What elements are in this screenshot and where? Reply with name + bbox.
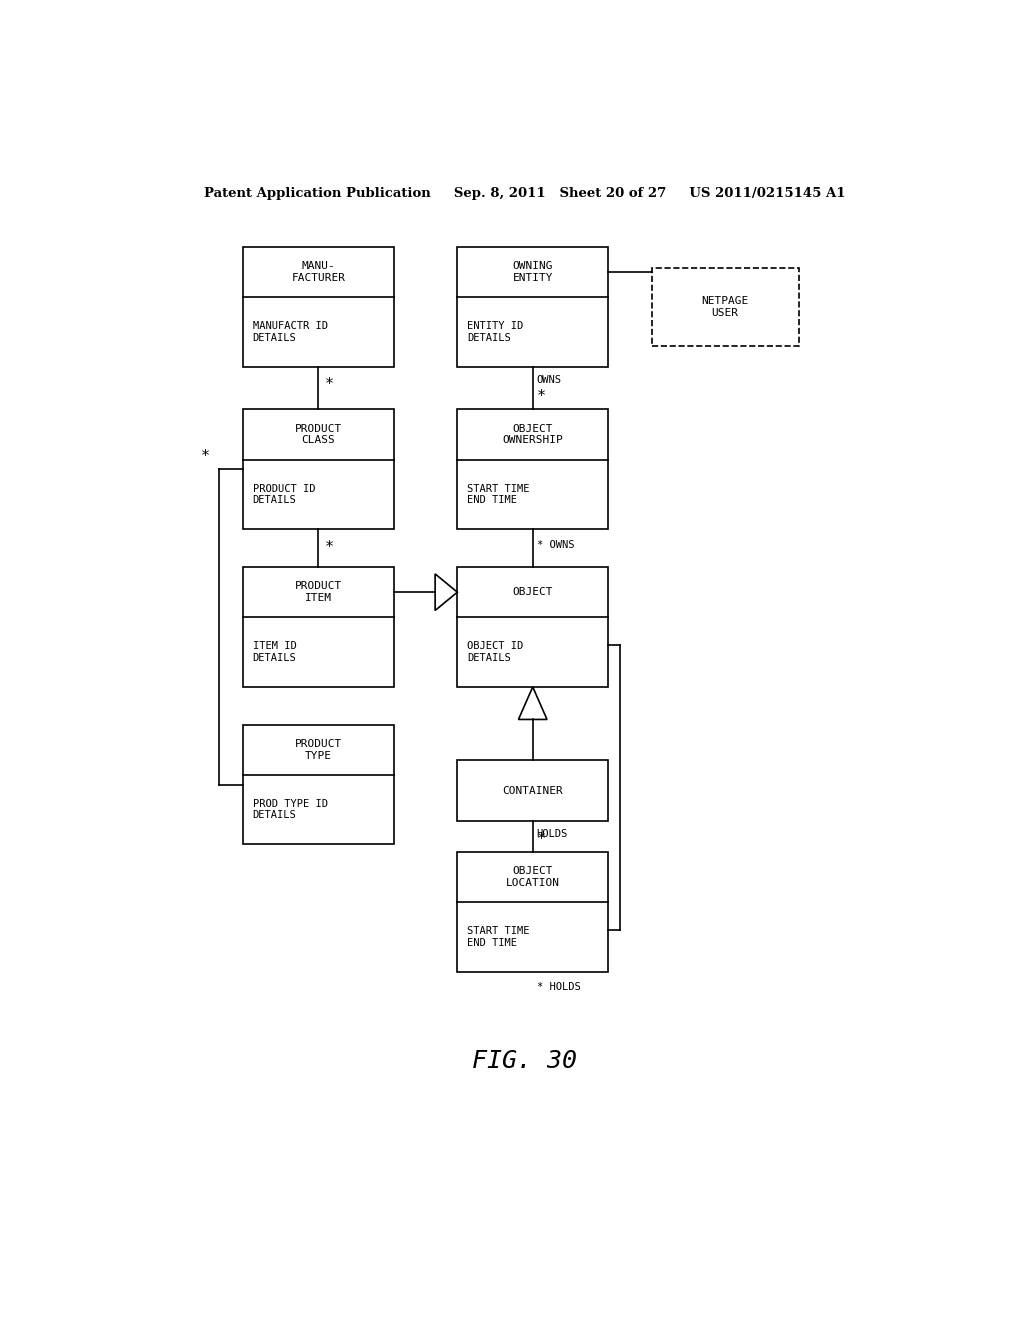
Text: * HOLDS: * HOLDS xyxy=(537,982,581,991)
Text: CONTAINER: CONTAINER xyxy=(503,785,563,796)
Text: OBJECT ID
DETAILS: OBJECT ID DETAILS xyxy=(467,642,523,663)
Text: NETPAGE
USER: NETPAGE USER xyxy=(701,296,749,318)
Text: OBJECT
OWNERSHIP: OBJECT OWNERSHIP xyxy=(503,424,563,445)
Text: *: * xyxy=(325,378,334,392)
Text: MANUFACTR ID
DETAILS: MANUFACTR ID DETAILS xyxy=(253,321,328,343)
Text: HOLDS: HOLDS xyxy=(537,829,568,840)
Text: PRODUCT
CLASS: PRODUCT CLASS xyxy=(295,424,342,445)
Text: *: * xyxy=(201,449,210,465)
Text: * OWNS: * OWNS xyxy=(537,540,574,549)
Text: START TIME
END TIME: START TIME END TIME xyxy=(467,484,529,506)
Text: OWNING
ENTITY: OWNING ENTITY xyxy=(512,261,553,282)
Text: PRODUCT ID
DETAILS: PRODUCT ID DETAILS xyxy=(253,484,315,506)
Text: PRODUCT
ITEM: PRODUCT ITEM xyxy=(295,581,342,603)
Text: *: * xyxy=(325,540,334,554)
Text: *: * xyxy=(537,389,546,404)
Text: START TIME
END TIME: START TIME END TIME xyxy=(467,925,529,948)
Text: OBJECT
LOCATION: OBJECT LOCATION xyxy=(506,866,560,887)
Text: MANU-
FACTURER: MANU- FACTURER xyxy=(292,261,345,282)
Text: ENTITY ID
DETAILS: ENTITY ID DETAILS xyxy=(467,321,523,343)
Text: FIG. 30: FIG. 30 xyxy=(472,1049,578,1073)
Text: OWNS: OWNS xyxy=(537,375,562,385)
Text: PRODUCT
TYPE: PRODUCT TYPE xyxy=(295,739,342,760)
Text: Patent Application Publication     Sep. 8, 2011   Sheet 20 of 27     US 2011/021: Patent Application Publication Sep. 8, 2… xyxy=(204,187,846,201)
Text: ITEM ID
DETAILS: ITEM ID DETAILS xyxy=(253,642,296,663)
Text: PROD TYPE ID
DETAILS: PROD TYPE ID DETAILS xyxy=(253,799,328,821)
Text: OBJECT: OBJECT xyxy=(512,587,553,597)
Text: *: * xyxy=(537,832,546,846)
